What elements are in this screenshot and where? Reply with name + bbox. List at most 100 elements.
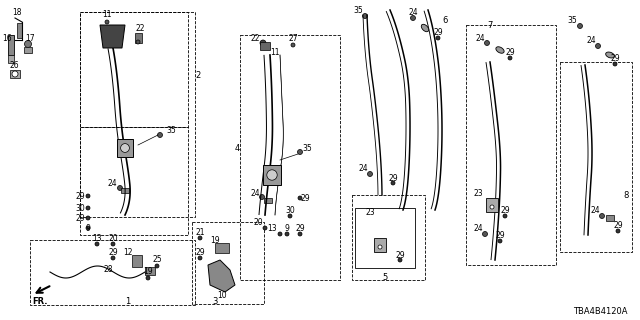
Text: 12: 12 xyxy=(124,247,132,257)
Text: 24: 24 xyxy=(250,188,260,197)
Ellipse shape xyxy=(496,47,504,53)
Circle shape xyxy=(503,214,507,218)
Text: 28: 28 xyxy=(103,266,113,275)
Text: 3: 3 xyxy=(212,298,218,307)
Text: 24: 24 xyxy=(586,36,596,44)
Text: 22: 22 xyxy=(135,23,145,33)
Circle shape xyxy=(484,41,490,45)
Bar xyxy=(10,70,20,78)
Text: 20: 20 xyxy=(108,234,118,243)
Bar xyxy=(80,12,195,217)
Text: 20: 20 xyxy=(253,218,263,227)
Bar xyxy=(606,215,614,221)
Text: 30: 30 xyxy=(75,204,85,212)
Text: 24: 24 xyxy=(590,205,600,214)
Circle shape xyxy=(198,236,202,240)
Bar xyxy=(240,35,340,280)
Bar xyxy=(486,198,498,212)
Bar xyxy=(80,127,188,235)
Circle shape xyxy=(259,195,264,199)
Text: 35: 35 xyxy=(302,143,312,153)
Bar xyxy=(24,47,32,53)
Circle shape xyxy=(267,170,277,180)
Bar xyxy=(215,243,229,253)
Circle shape xyxy=(120,144,129,152)
Text: 29: 29 xyxy=(300,194,310,203)
Bar xyxy=(135,33,142,43)
Circle shape xyxy=(436,36,440,40)
Circle shape xyxy=(391,181,395,185)
Text: 17: 17 xyxy=(25,34,35,43)
Bar xyxy=(117,139,132,157)
Circle shape xyxy=(616,229,620,233)
Text: 29: 29 xyxy=(75,191,85,201)
Circle shape xyxy=(146,276,150,280)
Circle shape xyxy=(24,41,31,47)
Circle shape xyxy=(298,232,302,236)
Ellipse shape xyxy=(421,24,429,32)
Circle shape xyxy=(86,216,90,220)
Bar xyxy=(264,197,272,203)
Text: 35: 35 xyxy=(353,5,363,14)
Circle shape xyxy=(263,226,267,230)
Text: 23: 23 xyxy=(473,188,483,197)
Circle shape xyxy=(105,20,109,24)
Circle shape xyxy=(483,231,488,236)
Text: 29: 29 xyxy=(433,28,443,36)
Circle shape xyxy=(111,256,115,260)
Text: 21: 21 xyxy=(195,228,205,236)
Text: 26: 26 xyxy=(9,60,19,69)
Circle shape xyxy=(410,15,415,20)
Circle shape xyxy=(490,205,494,209)
Circle shape xyxy=(12,71,18,77)
Circle shape xyxy=(367,172,372,177)
Circle shape xyxy=(288,214,292,218)
Polygon shape xyxy=(208,260,235,292)
Circle shape xyxy=(291,43,295,47)
Text: 24: 24 xyxy=(475,34,485,43)
Text: 13: 13 xyxy=(267,223,277,233)
Text: FR.: FR. xyxy=(32,298,48,307)
Text: 11: 11 xyxy=(270,47,280,57)
Circle shape xyxy=(600,213,605,219)
Circle shape xyxy=(298,149,303,155)
Circle shape xyxy=(298,196,302,200)
Bar xyxy=(560,62,632,252)
Polygon shape xyxy=(100,25,125,48)
Ellipse shape xyxy=(605,52,614,58)
Circle shape xyxy=(285,232,289,236)
Bar xyxy=(352,195,425,280)
Text: 29: 29 xyxy=(295,223,305,233)
Text: 29: 29 xyxy=(75,213,85,222)
Text: 1: 1 xyxy=(125,298,131,307)
Circle shape xyxy=(155,264,159,268)
Bar xyxy=(8,35,14,55)
Text: 6: 6 xyxy=(442,15,448,25)
Text: 8: 8 xyxy=(623,190,628,199)
Bar xyxy=(374,238,386,252)
Text: TBA4B4120A: TBA4B4120A xyxy=(573,308,627,316)
Text: 24: 24 xyxy=(473,223,483,233)
Text: 2: 2 xyxy=(195,70,200,79)
Bar xyxy=(30,240,195,305)
Text: 9: 9 xyxy=(86,223,90,233)
Text: 25: 25 xyxy=(152,255,162,265)
Bar xyxy=(8,55,14,63)
Circle shape xyxy=(378,245,382,249)
Circle shape xyxy=(613,62,617,66)
Circle shape xyxy=(508,56,512,60)
Circle shape xyxy=(118,186,122,190)
Text: 29: 29 xyxy=(388,173,398,182)
Text: 7: 7 xyxy=(487,20,493,29)
Text: 29: 29 xyxy=(610,53,620,62)
Circle shape xyxy=(278,232,282,236)
Bar xyxy=(355,208,415,268)
Bar xyxy=(145,267,155,275)
Circle shape xyxy=(398,258,402,262)
Text: 35: 35 xyxy=(166,125,176,134)
Circle shape xyxy=(498,239,502,243)
Text: 24: 24 xyxy=(408,7,418,17)
Circle shape xyxy=(362,13,367,19)
Circle shape xyxy=(86,226,90,230)
Text: 4: 4 xyxy=(234,143,239,153)
